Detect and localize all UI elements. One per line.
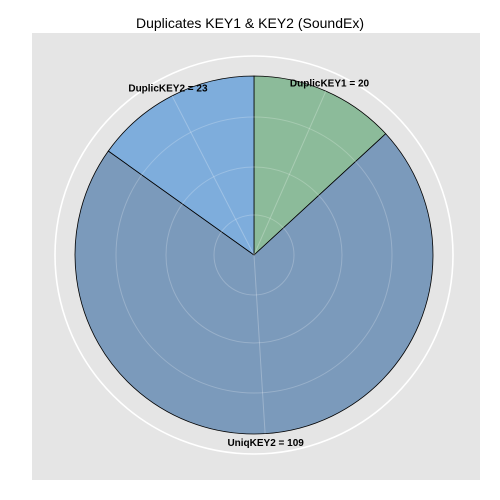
pie-slice-uniqkey2 [74,133,434,435]
pie-slice-duplickey2 [107,75,255,256]
grid-spoke-1 [253,90,327,256]
slice-label-uniqkey2: UniqKEY2 = 109 [227,438,304,449]
grid-outer-ring [54,55,454,455]
slice-labels: DuplicKEY1 = 20 UniqKEY2 = 109 DuplicKEY2 … [128,78,369,449]
chart-title: Duplicates KEY1 & KEY2 (SoundEx) [135,15,364,31]
grid-spoke-3 [171,95,255,256]
grid-spoke-2 [253,254,266,434]
grid-overlay-ring-3 [115,116,393,394]
slice-label-duplickey1: DuplicKEY1 = 20 [290,78,370,89]
slice-label-duplickey2: DuplicKEY2 = 23 [128,83,208,94]
grid-overlay-ring-2 [165,166,343,344]
pie-slice-duplickey1 [253,75,387,256]
grid-overlay-ring-1 [213,214,295,296]
pie-slices [74,75,434,435]
